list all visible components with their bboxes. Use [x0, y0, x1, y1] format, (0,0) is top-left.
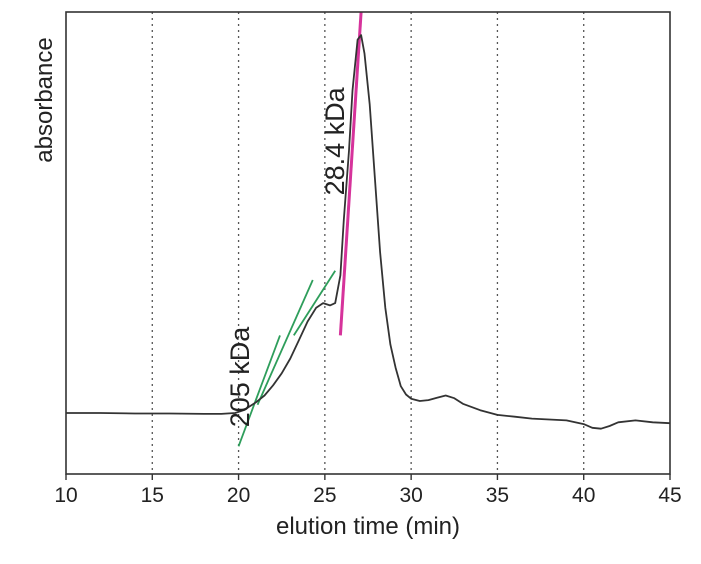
x-tick-label-25: 25	[313, 484, 336, 507]
fit-line-0	[237, 335, 281, 447]
x-ticks-layer: 10 15 20 25 30 35 40 45	[54, 474, 682, 507]
series-layer	[66, 34, 671, 430]
annotations-layer: 205 kDa 28.4 kDa	[225, 86, 350, 427]
x-tick-label-35: 35	[486, 484, 509, 507]
grid-layer	[151, 12, 585, 474]
fit-lines-layer	[237, 11, 363, 447]
annotation-0: 205 kDa	[225, 326, 255, 428]
x-tick-label-15: 15	[141, 484, 164, 507]
annotation-1: 28.4 kDa	[320, 86, 350, 195]
x-tick-label-20: 20	[227, 484, 250, 507]
plot-frame	[65, 11, 671, 475]
x-tick-label-40: 40	[572, 484, 595, 507]
x-tick-label-45: 45	[658, 484, 681, 507]
y-axis-title: absorbance	[31, 37, 58, 162]
x-axis-title: elution time (min)	[276, 513, 460, 540]
series-line-0	[66, 34, 671, 430]
x-tick-label-30: 30	[399, 484, 422, 507]
x-tick-label-10: 10	[54, 484, 77, 507]
fit-line-2	[293, 270, 336, 336]
fit-line-1	[256, 279, 314, 406]
fit-line-3	[338, 11, 363, 336]
